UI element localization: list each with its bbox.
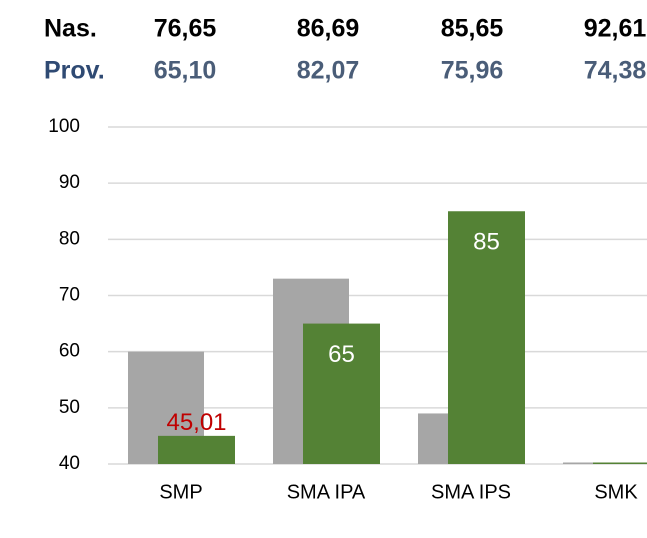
x-tick-label: SMK [594, 481, 638, 503]
bar [158, 435, 235, 464]
row-value: 86,69 [297, 15, 360, 43]
row-value: 65,10 [154, 57, 217, 85]
data-label: 65 [328, 341, 355, 368]
y-tick-label: 70 [59, 285, 80, 306]
row-value: 75,96 [441, 57, 504, 85]
bar [593, 462, 647, 464]
y-tick-label: 100 [48, 116, 80, 137]
y-tick-label: 50 [59, 397, 80, 418]
row-value: 74,38 [584, 57, 647, 85]
bar [303, 323, 380, 464]
x-tick-label: SMA IPS [431, 481, 511, 503]
data-label: 85 [473, 229, 500, 256]
y-tick-label: 80 [59, 228, 80, 249]
row-value: 92,61 [584, 15, 647, 43]
row-value: 82,07 [297, 57, 360, 85]
data-label: 45,01 [166, 409, 226, 436]
y-tick-label: 40 [59, 453, 80, 474]
x-tick-label: SMP [159, 481, 202, 503]
row-value: 85,65 [441, 15, 504, 43]
row-value: 76,65 [154, 15, 217, 43]
x-tick-label: SMA IPA [287, 481, 366, 503]
row-label: Nas. [44, 15, 97, 43]
y-tick-label: 90 [59, 172, 80, 193]
bar [448, 211, 525, 464]
y-tick-label: 60 [59, 341, 80, 362]
row-label: Prov. [44, 57, 105, 85]
